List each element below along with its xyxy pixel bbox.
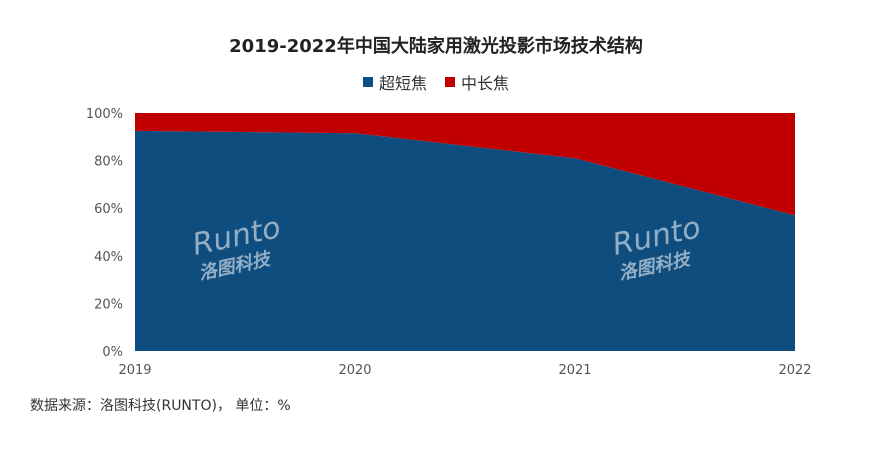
x-tick-label: 2021 bbox=[558, 363, 591, 378]
legend-label-ultra-short: 超短焦 bbox=[378, 74, 427, 93]
chart-title: 2019-2022年中国大陆家用激光投影市场技术结构 bbox=[229, 36, 643, 57]
x-tick-label: 2022 bbox=[778, 363, 811, 378]
area-series-0 bbox=[135, 130, 795, 351]
y-tick-label: 40% bbox=[94, 250, 123, 265]
legend-label-mid-long: 中长焦 bbox=[461, 74, 510, 93]
area-series-1 bbox=[135, 113, 795, 216]
source-note: 数据来源：洛图科技(RUNTO)， 单位：% bbox=[30, 398, 291, 414]
legend-item-mid-long: 中长焦 bbox=[445, 70, 509, 94]
y-tick-label: 80% bbox=[94, 155, 123, 170]
x-tick-label: 2020 bbox=[338, 363, 371, 378]
legend-swatch-ultra-short bbox=[362, 77, 373, 87]
y-tick-label: 100% bbox=[86, 107, 123, 122]
y-tick-label: 60% bbox=[94, 202, 123, 217]
legend-swatch-mid-long bbox=[445, 77, 455, 87]
y-tick-label: 0% bbox=[102, 345, 123, 360]
legend-item-ultra-short: 超短焦 bbox=[362, 70, 427, 94]
y-tick-label: 20% bbox=[94, 297, 123, 312]
x-tick-label: 2019 bbox=[118, 363, 151, 378]
chart-legend: 超短焦 中长焦 bbox=[0, 70, 872, 94]
